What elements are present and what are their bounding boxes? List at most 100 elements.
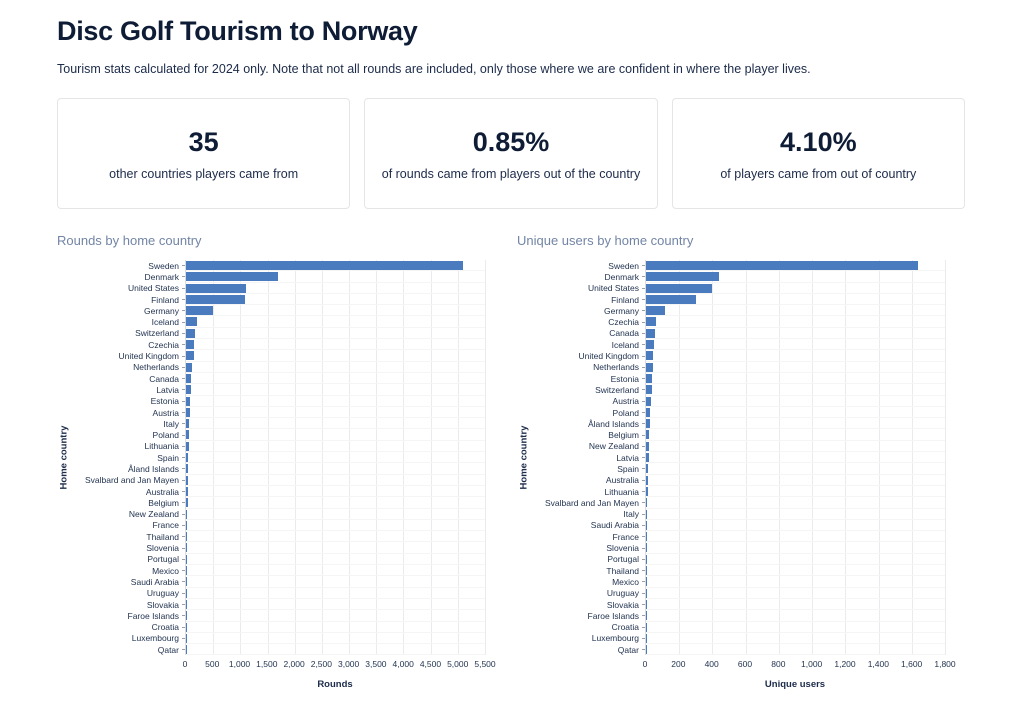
stat-value: 35: [188, 126, 219, 157]
bar: [646, 554, 647, 564]
x-tick-label: 1,400: [867, 659, 889, 670]
bar-row: [186, 565, 485, 577]
bar-row: [646, 475, 945, 486]
x-tick-label: 1,000: [801, 659, 823, 670]
y-axis-label: Thailand: [531, 565, 645, 576]
bar: [646, 261, 919, 270]
bar: [646, 283, 713, 293]
bar-row: [646, 373, 945, 385]
x-tick-label: 0: [182, 659, 188, 670]
gridline: [911, 260, 913, 656]
y-tick-mark: [642, 389, 645, 391]
bar-row: [646, 588, 945, 599]
y-tick-mark: [182, 457, 185, 459]
y-tick-mark: [182, 434, 185, 436]
y-tick-mark: [182, 479, 185, 481]
y-axis-title: Home country: [58, 425, 70, 490]
bar-row: [646, 396, 945, 407]
chart-title: Rounds by home country: [57, 233, 202, 248]
y-tick-mark: [182, 468, 185, 470]
bar-row: [186, 260, 485, 272]
x-axis-ticks: 0 500 1,000 1,500 2,000 2,500 3,000 3,500 4,000 4…: [182, 657, 496, 672]
y-axis-label: Sweden: [531, 260, 645, 271]
y-axis-label: Portugal: [71, 554, 185, 565]
y-tick-mark: [642, 287, 645, 289]
x-tick-label: 1,500: [256, 659, 278, 670]
bar-row: [646, 576, 945, 588]
page-title: Disc Golf Tourism to Norway: [57, 16, 418, 46]
bar: [646, 566, 647, 576]
gridline: [294, 260, 296, 656]
y-tick-mark: [182, 445, 185, 447]
gridline: [376, 260, 378, 656]
y-tick-mark: [642, 604, 645, 606]
bar: [186, 385, 191, 395]
bar-row: [186, 283, 485, 294]
bar-row: [186, 441, 485, 453]
bar: [186, 317, 197, 327]
x-tick-label: 500: [205, 659, 220, 670]
stat-label: other countries players came from: [109, 166, 299, 181]
y-axis-label: Slovenia: [531, 542, 645, 553]
bar-row: [646, 407, 945, 419]
bar-row: [186, 531, 485, 543]
x-tick-label: 0: [642, 659, 648, 670]
y-axis-label: Poland: [71, 429, 185, 440]
y-axis-label: Uruguay: [71, 588, 185, 599]
bar: [186, 306, 213, 316]
y-tick-mark: [182, 491, 185, 493]
x-tick-label: 400: [704, 659, 719, 670]
bar: [186, 294, 246, 304]
bar: [186, 396, 190, 406]
bar-row: [186, 396, 485, 407]
y-axis-label: United Kingdom: [531, 350, 645, 361]
bar: [646, 317, 656, 327]
y-axis-label: Iceland: [531, 339, 645, 350]
y-tick-mark: [182, 581, 185, 583]
x-tick-label: 2,000: [283, 659, 305, 670]
y-axis-label: Mexico: [71, 565, 185, 576]
bar-row: [186, 486, 485, 498]
y-axis-label: Qatar: [71, 644, 185, 655]
y-tick-mark: [642, 457, 645, 459]
y-tick-mark: [182, 400, 185, 402]
x-axis-ticks: 0 200 400 600 800 1,000 1,200 1,400 1,600 1,800: [642, 657, 956, 672]
y-axis-label: Croatia: [71, 622, 185, 633]
y-tick-mark: [642, 570, 645, 572]
bar: [646, 340, 655, 350]
bar: [186, 453, 189, 463]
bar-row: [646, 509, 945, 520]
y-tick-mark: [182, 558, 185, 560]
y-axis-label: Saudi Arabia: [71, 576, 185, 587]
bar-row: [186, 475, 485, 486]
bar: [186, 532, 187, 542]
gridline: [878, 260, 880, 656]
y-tick-mark: [182, 502, 185, 504]
bar-row: [186, 373, 485, 385]
bar-row: [186, 452, 485, 464]
bar-row: [646, 429, 945, 441]
bar: [646, 430, 650, 440]
y-tick-mark: [642, 332, 645, 334]
y-axis-label: Luxembourg: [531, 633, 645, 644]
stat-value: 4.10%: [780, 126, 857, 157]
x-axis-title: Rounds: [317, 679, 353, 691]
x-tick-label: 1,000: [228, 659, 251, 670]
bar: [646, 396, 651, 406]
bar: [186, 272, 278, 282]
bar-row: [646, 565, 945, 577]
bar: [646, 464, 649, 474]
bar-row: [186, 509, 485, 520]
bar: [186, 328, 195, 338]
gridline: [267, 260, 269, 656]
bar-row: [646, 610, 945, 622]
gridline: [403, 260, 405, 656]
bar-row: [646, 294, 945, 306]
y-tick-mark: [642, 310, 645, 312]
y-axis-label: Thailand: [71, 531, 185, 542]
y-axis-label: Åland Islands: [531, 418, 645, 429]
x-tick-label: 4,500: [419, 659, 442, 670]
bar: [186, 566, 187, 576]
bar-row: [186, 554, 485, 566]
bar-row: [646, 384, 945, 396]
